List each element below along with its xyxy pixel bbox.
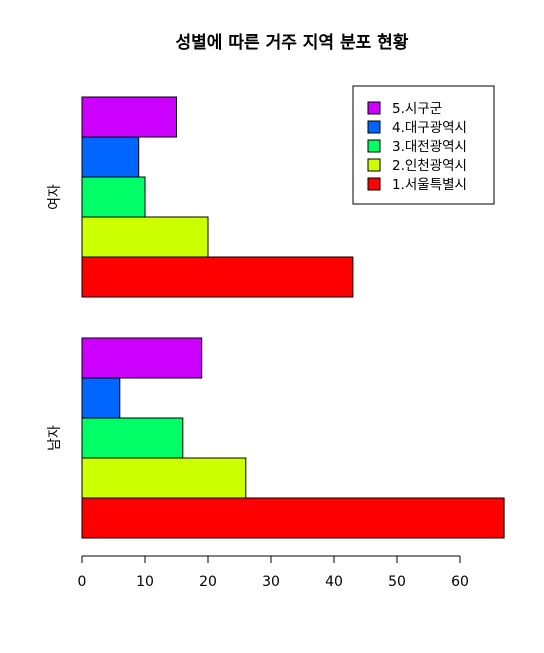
- legend-swatch-2: [367, 139, 381, 153]
- legend-swatch-4: [367, 177, 381, 191]
- bar-남자-4.대구광역시: [81, 377, 121, 419]
- x-tick-label-1: 10: [136, 574, 154, 590]
- x-tick-label-0: 0: [78, 574, 87, 590]
- legend-label-1: 4.대구광역시: [392, 120, 467, 136]
- bar-남자-5.시구군: [81, 337, 203, 379]
- bar-남자-2.인천광역시: [81, 457, 247, 499]
- legend-swatch-0: [367, 101, 381, 115]
- legend-label-4: 1.서울특별시: [392, 177, 467, 193]
- bar-여자-1.서울특별시: [81, 256, 354, 298]
- bar-남자-3.대전광역시: [81, 417, 184, 459]
- x-tick-label-6: 60: [451, 574, 469, 590]
- legend: 5.시구군 4.대구광역시 3.대전광역시 2.인천광역시 1.서울특별시: [352, 85, 495, 205]
- x-tick-label-2: 20: [199, 574, 217, 590]
- bar-여자-5.시구군: [81, 96, 177, 138]
- x-tick-label-5: 50: [388, 574, 406, 590]
- bars-layer: [81, 96, 505, 539]
- bar-남자-1.서울특별시: [81, 497, 505, 539]
- x-tick-label-3: 30: [262, 574, 280, 590]
- group-label-1: 여자: [47, 184, 63, 210]
- bar-여자-4.대구광역시: [81, 136, 140, 178]
- group-label-0: 남자: [47, 425, 63, 451]
- x-axis: 0 10 20 30 40 50 60: [78, 555, 469, 590]
- legend-label-3: 2.인천광역시: [392, 158, 467, 174]
- chart-title: 성별에 따른 거주 지역 분포 현황: [176, 33, 409, 53]
- legend-label-2: 3.대전광역시: [392, 139, 467, 155]
- legend-label-0: 5.시구군: [392, 101, 442, 117]
- legend-swatch-1: [367, 120, 381, 134]
- x-tick-label-4: 40: [325, 574, 343, 590]
- bar-여자-3.대전광역시: [81, 176, 146, 218]
- bar-여자-2.인천광역시: [81, 216, 209, 258]
- legend-swatch-3: [367, 158, 381, 172]
- group-labels: 남자 여자: [47, 184, 63, 451]
